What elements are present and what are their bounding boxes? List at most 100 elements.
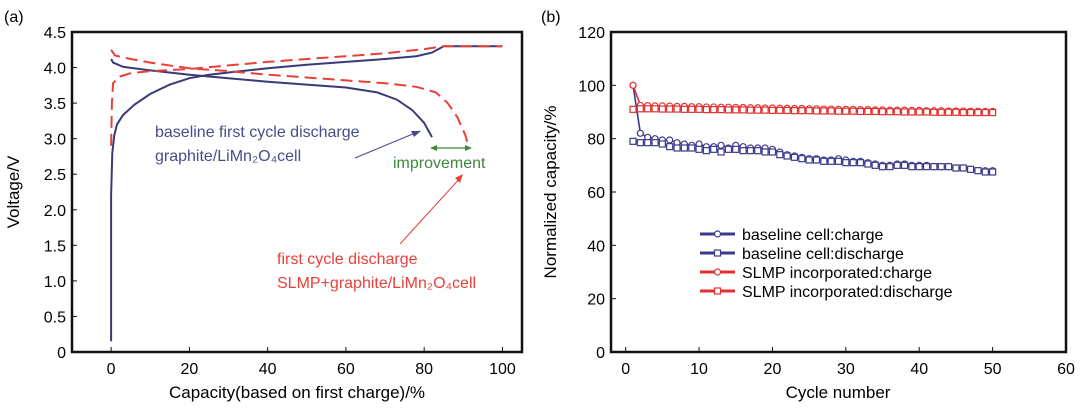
data-point — [989, 168, 997, 176]
data-point — [966, 108, 975, 117]
data-point — [827, 107, 835, 115]
data-point — [651, 105, 659, 113]
data-point — [886, 108, 894, 116]
panel-a-ytick-label: 0.5 — [44, 309, 66, 326]
slmp-arrowhead — [455, 174, 463, 183]
data-point — [629, 81, 637, 89]
data-point — [981, 108, 989, 117]
data-point — [680, 105, 688, 113]
data-point — [864, 160, 872, 168]
data-point — [666, 136, 674, 144]
improvement-arrowhead-right — [465, 145, 472, 151]
panel-b-xlabel: Cycle number — [786, 383, 891, 402]
panel-a: (a) 0 20 40 60 80 100 0 0.5 1.0 1.5 2.0 2.5 3.0 3.5 4.… — [4, 9, 524, 402]
data-point — [658, 140, 666, 148]
panel-b-xtick-label: 0 — [621, 361, 630, 378]
panel-b-ytick-label: 20 — [587, 292, 605, 309]
annotations: baseline first cycle discharge graphite/… — [155, 124, 486, 292]
data-point — [754, 147, 762, 155]
data-point — [702, 147, 711, 155]
data-point — [908, 108, 916, 116]
panel-b-ytick-label: 120 — [578, 25, 605, 42]
data-point — [695, 105, 703, 113]
data-point — [915, 108, 923, 116]
data-point — [761, 106, 769, 114]
annotation-baseline-1: baseline first cycle discharge — [155, 124, 360, 141]
panel-a-series-line-1 — [110, 58, 433, 138]
data-point — [702, 105, 711, 114]
data-point — [688, 144, 696, 152]
panel-b-series-3 — [629, 105, 997, 117]
data-point — [739, 147, 747, 155]
panel-a-ytick-label: 2.0 — [44, 203, 66, 220]
data-point — [666, 105, 674, 113]
panel-b: (b) 0 10 20 30 40 50 60 0 20 40 60 80 100 120 Cycle n… — [541, 9, 1075, 402]
data-point — [952, 164, 960, 172]
panel-a-ytick-label: 1.5 — [44, 238, 66, 255]
panel-b-xtick-label: 30 — [837, 361, 855, 378]
data-point — [658, 105, 666, 113]
legend-label: SLMP incorporated:discharge — [742, 284, 953, 301]
data-point — [820, 157, 828, 165]
panel-a-ytick-label: 0 — [57, 345, 66, 362]
panel-a-xtick-label: 80 — [415, 361, 433, 378]
data-point — [644, 139, 652, 147]
data-point — [842, 107, 850, 115]
data-point — [812, 156, 821, 164]
data-point — [944, 108, 953, 116]
panel-b-xtick-label: 10 — [690, 361, 708, 378]
data-point — [761, 148, 769, 156]
baseline-arrow — [354, 130, 421, 159]
panel-b-xtick-label: 50 — [984, 361, 1002, 378]
baseline-arrowhead — [411, 131, 421, 137]
data-point — [732, 145, 740, 153]
panel-a-xtick-label: 20 — [180, 361, 198, 378]
data-point — [878, 108, 887, 116]
data-point — [842, 159, 850, 167]
data-point — [856, 107, 865, 116]
data-point — [886, 163, 894, 171]
data-point — [790, 107, 799, 115]
data-point — [724, 145, 733, 153]
data-point — [768, 106, 777, 115]
data-point — [680, 144, 688, 152]
data-point — [776, 106, 784, 115]
data-point — [688, 105, 696, 113]
data-point — [629, 105, 637, 113]
data-point — [849, 107, 857, 115]
panel-b-ytick-label: 80 — [587, 132, 605, 149]
data-point — [783, 106, 791, 115]
panel-a-xtick-label: 100 — [489, 361, 516, 378]
legend-marker — [713, 287, 722, 295]
panel-a-ylabel: Voltage/V — [4, 155, 23, 228]
legend-marker — [713, 249, 722, 257]
data-point — [930, 163, 938, 171]
data-point — [636, 105, 644, 113]
data-point — [710, 105, 718, 114]
data-point — [812, 107, 821, 115]
series-line — [632, 85, 993, 172]
data-point — [710, 145, 718, 153]
data-point — [952, 108, 960, 116]
panel-b-ytick-label: 40 — [587, 238, 605, 255]
panel-a-series-line-0 — [110, 45, 503, 342]
panel-a-xlabel: Capacity(based on first charge)/% — [169, 383, 425, 402]
panel-a-frame — [70, 30, 524, 354]
data-point — [908, 163, 916, 171]
data-point — [695, 145, 703, 153]
panel-a-series-line-2 — [110, 45, 503, 146]
data-point — [827, 157, 835, 165]
data-point — [746, 106, 755, 114]
data-point — [893, 108, 901, 116]
annotation-slmp-1: first cycle discharge — [277, 251, 418, 268]
data-point — [966, 165, 975, 173]
panel-a-xtick-label: 40 — [259, 361, 277, 378]
panel-a-series-line-3 — [110, 49, 469, 143]
panel-a-ytick-label: 1.0 — [44, 274, 66, 291]
annotation-baseline-2: graphite/LiMn₂O₄cell — [155, 148, 301, 165]
panel-a-ytick-label: 3.5 — [44, 96, 66, 113]
data-point — [673, 105, 681, 113]
data-point — [746, 147, 755, 155]
data-point — [805, 156, 813, 164]
panel-a-ytick-label: 4.5 — [44, 25, 66, 42]
